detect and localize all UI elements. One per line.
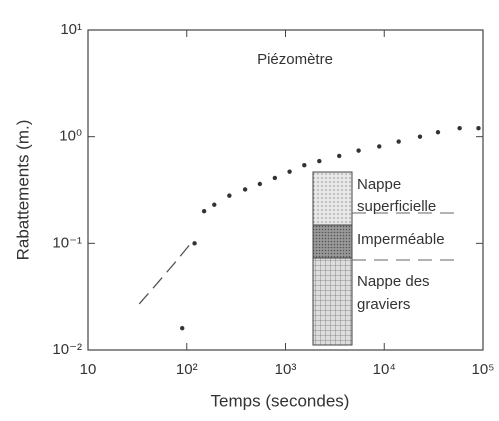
data-point (192, 241, 197, 246)
data-point (212, 202, 217, 207)
data-point (227, 193, 232, 198)
data-point (317, 158, 322, 164)
x-tick-label: 10 (80, 361, 97, 378)
theory-curve (138, 242, 192, 305)
inset-label: Nappe des (357, 273, 430, 290)
y-tick-label: 10¹ (60, 21, 82, 38)
layer-impermeable (312, 224, 353, 259)
annotation: Piézomètre (257, 51, 333, 68)
layer-superficial (312, 171, 353, 226)
x-tick-label: 10⁵ (472, 361, 495, 378)
y-axis-label: Rabattements (m.) (13, 120, 32, 261)
data-point (435, 130, 441, 135)
inset-label: superficielle (357, 198, 436, 215)
data-point (201, 209, 207, 214)
y-tick-label: 10⁰ (59, 128, 82, 145)
data-point (457, 126, 462, 131)
data-point (377, 144, 382, 149)
x-tick-label: 10² (176, 361, 198, 378)
x-axis-label: Temps (secondes) (211, 391, 350, 410)
data-point (356, 148, 361, 153)
inset-column (312, 171, 460, 346)
y-tick-label: 10⁻¹ (52, 234, 82, 251)
data-point (287, 169, 292, 174)
data-point (257, 181, 263, 187)
plot-frame (87, 29, 484, 351)
y-tick-label: 10⁻² (52, 341, 82, 358)
data-point (337, 153, 342, 159)
x-tick-label: 10⁴ (373, 361, 396, 378)
data-point (417, 134, 423, 139)
data-point (180, 326, 185, 331)
data-point (476, 126, 481, 131)
inset-label: Imperméable (357, 231, 445, 248)
inset-label: Nappe (357, 176, 401, 193)
x-tick-label: 10³ (275, 361, 297, 378)
layer-gravel (312, 257, 353, 346)
data-point (242, 187, 248, 192)
inset-label: graviers (357, 296, 410, 313)
data-point (272, 175, 278, 181)
data-point (302, 163, 307, 168)
data-point (396, 139, 401, 144)
